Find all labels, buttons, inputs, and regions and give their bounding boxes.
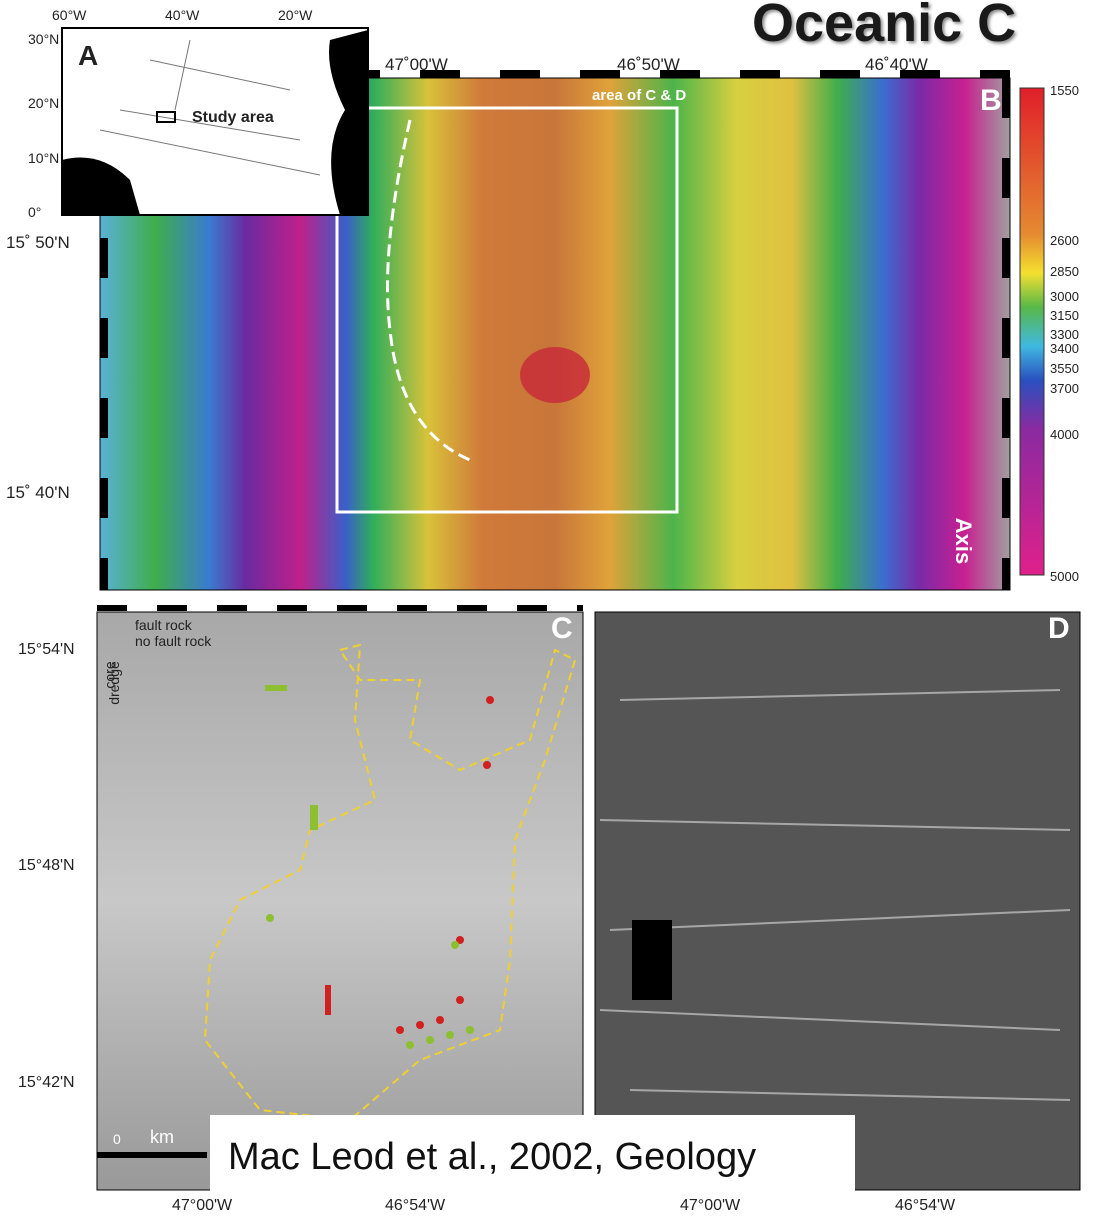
slide-title: Oceanic C: [752, 0, 1016, 50]
summit: [520, 347, 590, 403]
legend-entry: dredge: [107, 661, 121, 705]
figure-slide: Oceanic C 60°W 40°W 20°W 30°N 20°N 10°N 0° A Stud…: [0, 0, 1104, 1220]
lon-label: 47°00'W: [680, 1198, 740, 1214]
colorbar-label: 3150: [1050, 309, 1079, 322]
lon-label: 47°00'W: [172, 1198, 232, 1214]
colorbar-label: 5000: [1050, 570, 1079, 583]
lat-label: 15°48'N: [18, 858, 75, 874]
colorbar-label: 2850: [1050, 265, 1079, 278]
lon-label: 60°W: [52, 8, 86, 22]
scale-bar: [97, 1152, 207, 1158]
panel-label: B: [980, 86, 1002, 116]
colorbar-label: 3300: [1050, 328, 1079, 341]
colorbar-label: 3550: [1050, 362, 1079, 375]
lat-label: 0°: [28, 205, 41, 219]
lon-label: 20°W: [278, 8, 312, 22]
panel-label: C: [551, 614, 573, 644]
slope-map: [97, 612, 583, 1190]
lat-label: 15°54'N: [18, 642, 75, 658]
citation: Mac Leod et al., 2002, Geology: [228, 1138, 756, 1176]
lat-label: 15˚ 50'N: [6, 234, 70, 251]
lat-label: 15°42'N: [18, 1075, 75, 1091]
colorbar-label: 3000: [1050, 290, 1079, 303]
colorbar-label: 2600: [1050, 234, 1079, 247]
study-area-label: Study area: [192, 110, 274, 126]
figure-graphics: [0, 0, 1104, 1220]
legend-entry: no fault rock: [135, 634, 211, 648]
lon-label: 46°54'W: [385, 1198, 445, 1214]
colorbar: [1020, 88, 1044, 575]
lon-label: 46˚40'W: [865, 56, 928, 73]
lat-label: 15˚ 40'N: [6, 484, 70, 501]
scale-label: km: [150, 1128, 174, 1146]
legend-entry: fault rock: [135, 618, 192, 632]
lon-label: 40°W: [165, 8, 199, 22]
box-label: area of C & D: [592, 88, 686, 103]
lon-label: 46°54'W: [895, 1198, 955, 1214]
colorbar-label: 3700: [1050, 382, 1079, 395]
colorbar-label: 3400: [1050, 342, 1079, 355]
panel-label: A: [78, 42, 98, 70]
data-gap: [632, 920, 672, 1000]
colorbar-label: 1550: [1050, 84, 1079, 97]
lon-label: 46˚50'W: [617, 56, 680, 73]
colorbar-label: 4000: [1050, 428, 1079, 441]
panel-label: D: [1048, 614, 1070, 644]
scale-label: 0: [113, 1132, 121, 1146]
axis-label: Axis: [952, 518, 974, 564]
lat-label: 30°N: [28, 32, 59, 46]
lon-label: 47˚00'W: [385, 56, 448, 73]
lat-label: 20°N: [28, 96, 59, 110]
lat-label: 10°N: [28, 151, 59, 165]
